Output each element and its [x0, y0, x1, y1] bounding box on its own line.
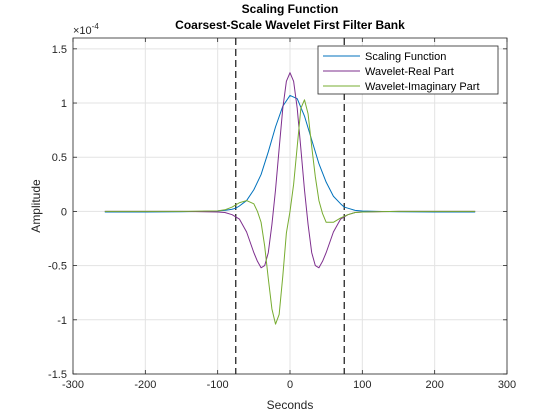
- legend-label: Wavelet-Imaginary Part: [365, 81, 480, 93]
- y-tick-label: 0: [61, 206, 67, 218]
- y-tick-label: 1: [61, 98, 67, 110]
- y-exponent-power: -4: [92, 22, 100, 31]
- y-axis-label: Amplitude: [29, 179, 43, 233]
- series-line: [104, 72, 476, 269]
- x-tick-label: 0: [287, 379, 293, 391]
- legend-label: Scaling Function: [365, 51, 446, 63]
- x-tick-label: -100: [207, 379, 229, 391]
- y-axis-ticks: -1.5 -1 -0.5 0 0.5 1 1.5: [48, 44, 507, 381]
- chart-subtitle: Coarsest-Scale Wavelet First Filter Bank: [175, 18, 405, 32]
- y-tick-label: 0.5: [52, 152, 67, 164]
- x-axis-ticks: -300 -200 -100 0 100 200 300: [62, 38, 516, 391]
- legend-label: Wavelet-Real Part: [365, 66, 454, 78]
- series-line: [104, 94, 476, 213]
- series-lines: [104, 72, 476, 325]
- y-tick-label: -1.5: [48, 369, 67, 381]
- x-tick-label: -200: [134, 379, 156, 391]
- y-exponent-base: ×10: [73, 25, 92, 37]
- x-axis-label: Seconds: [267, 398, 314, 412]
- x-tick-label: 100: [353, 379, 371, 391]
- y-exponent-label: ×10-4: [73, 22, 99, 37]
- chart-title: Scaling Function: [242, 2, 339, 16]
- y-tick-label: -0.5: [48, 261, 67, 273]
- x-tick-label: -300: [62, 379, 84, 391]
- x-tick-label: 300: [498, 379, 516, 391]
- legend-entries: Scaling Function Wavelet-Real Part Wavelet…: [323, 51, 480, 93]
- y-tick-label: -1: [57, 315, 67, 327]
- y-tick-label: 1.5: [52, 44, 67, 56]
- legend: Scaling Function Wavelet-Real Part Wavelet…: [317, 45, 499, 95]
- x-tick-label: 200: [425, 379, 443, 391]
- series-line: [104, 99, 476, 325]
